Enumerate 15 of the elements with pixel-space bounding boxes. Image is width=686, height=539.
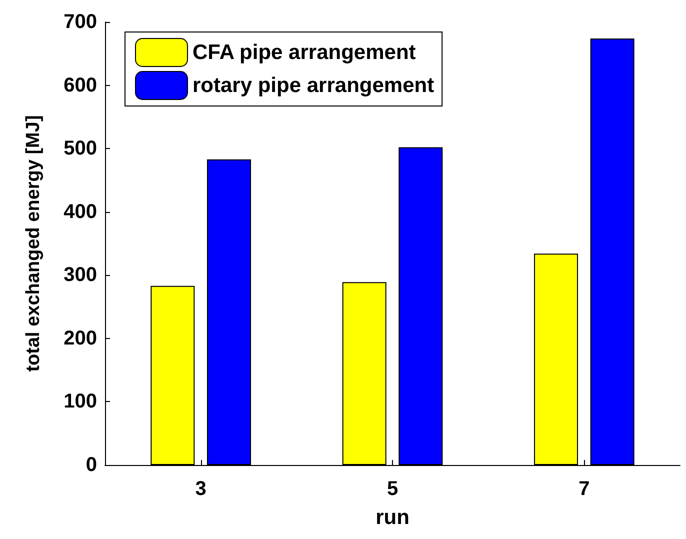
x-tick-label: 5 [386, 478, 398, 500]
legend-label: CFA pipe arrangement [192, 41, 416, 64]
y-tick-label: 600 [64, 74, 97, 96]
x-tick-label: 7 [578, 478, 590, 500]
y-tick-label: 500 [64, 138, 97, 160]
legend-label: rotary pipe arrangement [192, 74, 434, 97]
y-tick-label: 100 [64, 390, 97, 413]
y-tick-label: 0 [86, 454, 97, 476]
y-tick-label: 400 [64, 200, 97, 223]
x-tick-label: 3 [195, 478, 206, 500]
y-axis-title: total exchanged energy [MJ] [23, 115, 44, 372]
y-tick-label: 300 [64, 264, 97, 286]
y-tick-label: 200 [64, 327, 97, 350]
y-tick-label: 700 [64, 11, 97, 33]
x-axis-title: run [376, 506, 410, 529]
